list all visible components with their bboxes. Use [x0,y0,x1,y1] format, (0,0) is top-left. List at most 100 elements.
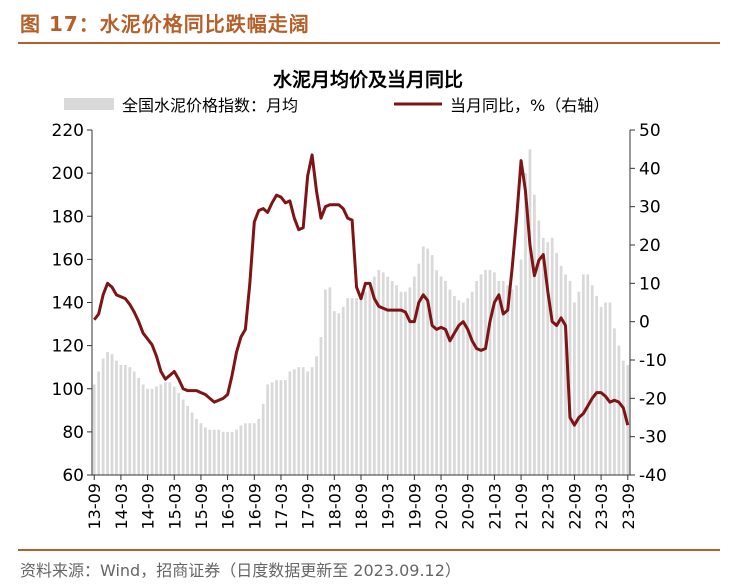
bar-23-02 [595,296,599,475]
left-tick-label-220: 220 [52,121,84,141]
left-tick-label-120: 120 [52,337,84,357]
bar-13-10 [97,371,101,475]
bar-21-05 [501,280,505,475]
bar-14-03 [119,365,123,475]
bar-15-07 [190,412,194,475]
bar-14-02 [115,360,118,475]
bar-14-12 [159,384,163,475]
bar-15-01 [163,382,167,475]
bar-13-11 [101,358,105,475]
legend-bar-swatch [64,98,114,110]
bar-19-04 [390,280,394,475]
bar-20-01 [430,255,434,475]
bar-15-06 [186,406,189,475]
left-tick-label-100: 100 [52,380,84,400]
bar-19-07 [404,291,407,475]
bar-18-05 [341,306,345,475]
bar-17-07 [297,367,301,475]
bar-21-10 [524,173,527,476]
chart-title: 水泥月均价及当月同比 [273,68,463,91]
left-tick-label-140: 140 [52,294,84,314]
bar-18-09 [359,296,363,475]
bar-14-10 [150,388,154,475]
bar-16-08 [248,423,252,475]
bar-17-04 [284,380,287,476]
right-tick-label-0: 0 [639,313,650,333]
bar-17-08 [301,367,305,475]
bar-17-03 [279,380,283,476]
right-tick-label-10: 10 [639,274,661,294]
bar-20-10 [470,291,474,475]
bar-19-10 [417,263,421,475]
x-tick-label-19-09: 19-09 [405,483,424,530]
x-tick-label-18-03: 18-03 [325,483,344,530]
bar-20-09 [466,298,470,475]
bar-14-01 [110,354,114,475]
bar-22-05 [555,252,559,475]
x-tick-label-21-09: 21-09 [512,483,531,530]
bar-14-08 [141,384,145,475]
x-tick-label-15-09: 15-09 [192,483,211,530]
right-tick-label--20: -20 [639,389,667,409]
bar-18-07 [350,298,354,475]
bar-18-10 [364,291,367,475]
x-tick-label-14-03: 14-03 [112,483,131,530]
bar-18-04 [337,313,341,475]
bar-15-08 [195,418,198,475]
left-tick-label-80: 80 [62,423,84,443]
bar-20-08 [461,302,465,475]
bar-13-12 [106,352,109,475]
bar-15-12 [212,429,216,475]
bar-20-05 [448,289,452,475]
bar-17-11 [315,356,318,475]
bar-16-12 [266,384,270,475]
x-tick-label-14-09: 14-09 [139,483,158,530]
bar-23-03 [599,306,603,475]
bar-22-06 [559,265,563,475]
bar-18-03 [332,311,336,476]
x-tick-label-16-03: 16-03 [219,483,238,530]
bar-22-01 [537,220,541,475]
bar-16-06 [239,425,243,475]
bar-23-07 [617,345,621,476]
bar-17-12 [319,337,323,475]
legend-bar-label: 全国水泥价格指数：月均 [122,96,298,115]
bar-19-02 [381,272,385,475]
x-tick-label-13-09: 13-09 [85,483,104,530]
right-tick-label-50: 50 [639,121,661,141]
bar-20-11 [475,280,478,475]
bar-16-01 [217,429,221,475]
bar-19-12 [426,248,430,475]
source-rule [18,549,720,551]
bar-21-09 [519,259,523,476]
bar-21-12 [533,194,536,475]
x-tick-label-17-09: 17-09 [299,483,318,530]
bar-21-02 [488,270,492,475]
bar-23-01 [590,285,594,475]
bar-21-03 [493,272,496,475]
bar-21-06 [506,285,510,475]
bar-22-07 [564,274,567,475]
bar-14-11 [155,386,158,475]
bar-17-01 [270,382,274,475]
bar-16-11 [261,403,265,475]
bar-23-05 [608,302,612,475]
bar-20-07 [457,300,461,475]
left-tick-label-180: 180 [52,207,84,227]
x-tick-label-16-09: 16-09 [245,483,264,530]
yoy-line-series [93,153,630,427]
bar-16-09 [252,423,256,475]
bar-17-10 [310,367,314,475]
legend-line-label: 当月同比，%（右轴） [450,96,609,115]
bar-15-11 [208,429,212,475]
bar-23-08 [621,360,625,475]
bar-17-02 [275,380,278,476]
x-tick-label-23-09: 23-09 [619,483,638,530]
bar-22-02 [541,237,545,475]
x-tick-label-22-03: 22-03 [539,483,558,530]
x-tick-label-17-03: 17-03 [272,483,291,530]
x-tick-label-23-03: 23-03 [592,483,611,530]
bar-22-04 [550,237,554,475]
bar-19-06 [399,291,403,475]
bar-22-09 [573,302,576,475]
